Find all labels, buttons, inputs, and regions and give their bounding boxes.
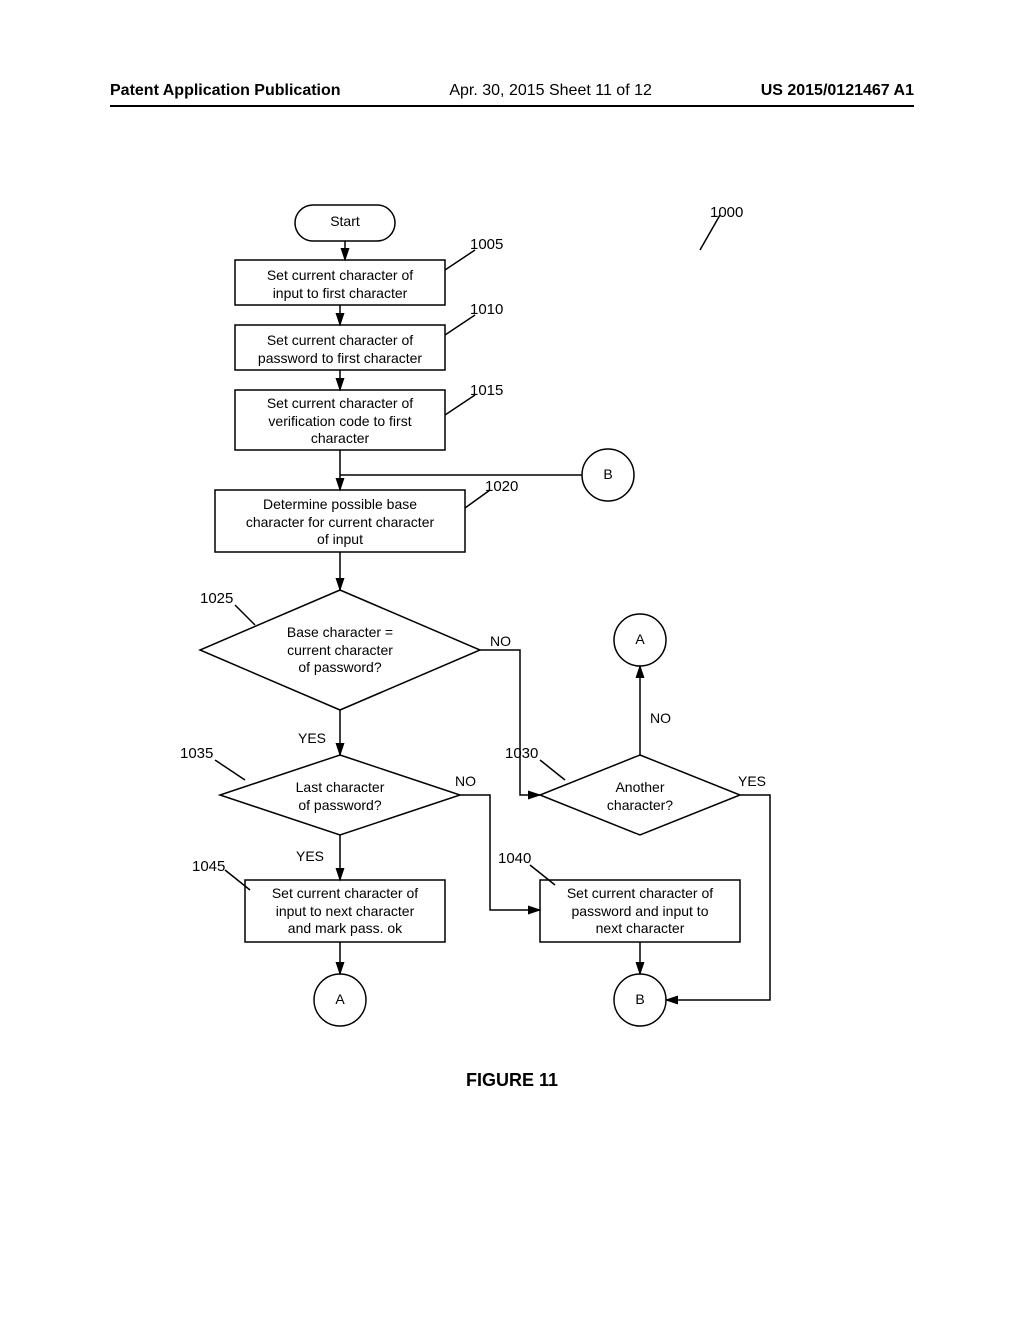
header-left: Patent Application Publication	[110, 82, 341, 100]
node-1040-label: Set current character of password and in…	[540, 885, 740, 938]
start-label: Start	[295, 213, 395, 231]
edge-1035-yes: YES	[296, 848, 324, 864]
edge-1030-yes: YES	[738, 773, 766, 789]
edge-1030-no: NO	[650, 710, 671, 726]
header-right: US 2015/0121467 A1	[761, 82, 914, 100]
ref-1025: 1025	[200, 590, 233, 607]
decision-1025-label: Base character = current character of pa…	[250, 624, 430, 677]
leader-1030	[540, 760, 565, 780]
ref-1005: 1005	[470, 236, 503, 253]
arrow-1025-no-1030	[480, 650, 540, 795]
edge-1025-no: NO	[490, 633, 511, 649]
edge-1025-yes: YES	[298, 730, 326, 746]
flowchart-svg	[0, 190, 1024, 1190]
figure-caption: FIGURE 11	[0, 1070, 1024, 1091]
connector-a-bottom-label: A	[320, 991, 360, 1009]
header: Patent Application Publication Apr. 30, …	[0, 82, 1024, 100]
ref-1030: 1030	[505, 745, 538, 762]
connector-b-top-label: B	[588, 466, 628, 484]
leader-1010	[445, 315, 475, 335]
ref-1040: 1040	[498, 850, 531, 867]
node-1020-label: Determine possible base character for cu…	[215, 496, 465, 549]
ref-1045: 1045	[192, 858, 225, 875]
leader-1035	[215, 760, 245, 780]
decision-1030-label: Another character?	[575, 779, 705, 814]
ref-1000: 1000	[710, 204, 743, 221]
header-rule	[110, 105, 914, 107]
node-1015-label: Set current character of verification co…	[235, 395, 445, 448]
node-1010-label: Set current character of password to fir…	[235, 332, 445, 367]
decision-1035-label: Last character of password?	[260, 779, 420, 814]
edge-1035-no: NO	[455, 773, 476, 789]
connector-a-right-label: A	[620, 631, 660, 649]
ref-1020: 1020	[485, 478, 518, 495]
node-1045-label: Set current character of input to next c…	[245, 885, 445, 938]
leader-1025	[235, 605, 255, 625]
ref-1035: 1035	[180, 745, 213, 762]
leader-1005	[445, 250, 475, 270]
header-center: Apr. 30, 2015 Sheet 11 of 12	[449, 82, 652, 100]
node-1005-label: Set current character of input to first …	[235, 267, 445, 302]
ref-1010: 1010	[470, 301, 503, 318]
figure-area: Start Set current character of input to …	[0, 190, 1024, 1190]
page: Patent Application Publication Apr. 30, …	[0, 0, 1024, 1320]
ref-1015: 1015	[470, 382, 503, 399]
connector-b-bottom-label: B	[620, 991, 660, 1009]
